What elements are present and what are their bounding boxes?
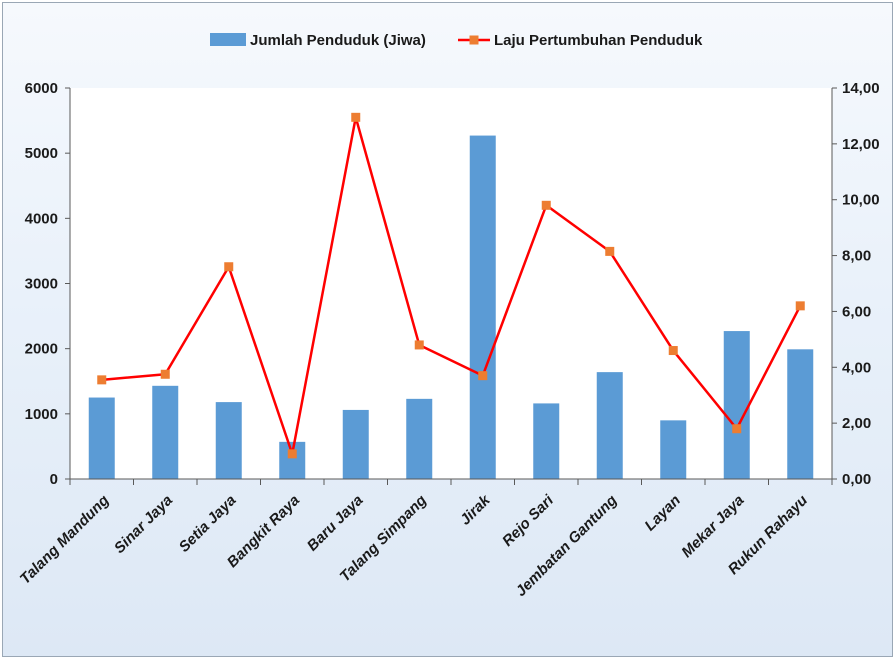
x-category-label: Jirak	[457, 491, 494, 528]
legend-label-bar: Jumlah Penduduk (Jiwa)	[250, 32, 426, 49]
bar	[469, 135, 496, 480]
y-left-tick-label: 2000	[25, 341, 58, 358]
x-category-label: Layan	[641, 492, 684, 535]
y-right-tick-label: 2,00	[842, 415, 871, 432]
bar-series	[88, 135, 814, 480]
x-category-label: Rejo Sari	[499, 491, 558, 550]
y-right-tick-label: 8,00	[842, 248, 871, 265]
line-point	[287, 449, 297, 459]
bar	[596, 372, 623, 479]
y-left-tick-label: 3000	[25, 276, 58, 293]
bar	[215, 402, 242, 479]
line-point	[224, 262, 234, 272]
bar	[342, 409, 369, 479]
y-right-tick-label: 10,00	[842, 192, 880, 209]
y-right-tick-label: 4,00	[842, 359, 871, 376]
bar	[88, 397, 115, 479]
y-right-tick-label: 14,00	[842, 80, 880, 97]
y-left-tick-label: 6000	[25, 80, 58, 97]
x-category-label: Mekar Jaya	[678, 492, 747, 561]
x-category-label: Baru Jaya	[304, 492, 367, 555]
bar	[723, 331, 750, 479]
line-point	[541, 200, 551, 210]
x-category-label: Sinar Jaya	[111, 492, 176, 557]
bar	[152, 385, 179, 479]
y-right-tick-label: 6,00	[842, 303, 871, 320]
legend-swatch-bar	[210, 33, 246, 46]
line-point	[478, 371, 488, 381]
series-line	[101, 116, 802, 456]
x-category-label: Talang Mandung	[17, 492, 113, 588]
y-right-tick-label: 12,00	[842, 136, 880, 153]
y-left-tick-label: 0	[50, 471, 58, 488]
line-point	[97, 375, 107, 385]
bar	[406, 398, 433, 479]
bar	[533, 403, 560, 479]
legend: Jumlah Penduduk (Jiwa) Laju Pertumbuhan P…	[210, 32, 703, 49]
y-left-tick-label: 1000	[25, 406, 58, 423]
line-point	[605, 246, 615, 256]
bar	[660, 420, 687, 479]
line-point	[351, 112, 361, 122]
y-left-tick-label: 5000	[25, 145, 58, 162]
legend-label-line: Laju Pertumbuhan Penduduk	[494, 32, 703, 49]
y-left-tick-label: 4000	[25, 210, 58, 227]
line-point	[160, 369, 170, 379]
line-point	[732, 424, 742, 434]
plot-area	[70, 88, 832, 479]
legend-swatch-marker	[469, 35, 479, 45]
line-point	[795, 301, 805, 311]
x-category-label: Setia Jaya	[176, 492, 240, 556]
line-point	[414, 340, 424, 350]
line-point	[668, 346, 678, 356]
line-series	[97, 112, 805, 459]
bar	[787, 349, 814, 479]
y-right-tick-label: 0,00	[842, 471, 871, 488]
